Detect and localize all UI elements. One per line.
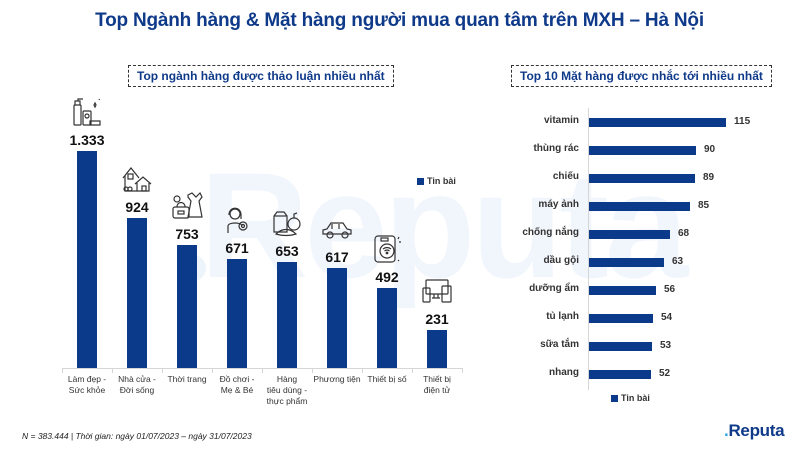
cosmetics-icon (70, 97, 104, 127)
bar (77, 151, 97, 368)
item-label: chống nắng (522, 227, 579, 238)
bar-value-label: 492 (375, 269, 399, 285)
bar (589, 370, 651, 379)
bar-value-label: 89 (703, 172, 715, 183)
axis-tick (212, 368, 213, 373)
bar (589, 230, 670, 239)
legend-swatch (611, 394, 618, 402)
logo-text: Reputa (728, 421, 785, 440)
category-label: Đồ chơi - Mẹ & Bé (219, 374, 255, 395)
item-label: tủ lạnh (546, 311, 579, 322)
bar-value-label: 85 (698, 200, 710, 211)
mother-baby-icon (220, 205, 254, 235)
bar (589, 174, 695, 183)
category-label: Phương tiện (313, 374, 361, 384)
axis-tick (362, 368, 363, 373)
bar (227, 259, 247, 368)
legend-swatch (417, 177, 424, 185)
bar (377, 288, 397, 368)
bar (589, 202, 690, 211)
bar-value-label: 53 (660, 340, 672, 351)
bar-value-label: 1.333 (69, 132, 105, 148)
footer-note: N = 383.444 | Thời gian: ngày 01/07/2023… (22, 431, 252, 441)
bar-value-label: 56 (664, 284, 676, 295)
item-label: dầu gội (543, 255, 579, 266)
legend-label: Tin bài (427, 176, 456, 186)
item-label: thùng rác (533, 143, 579, 154)
bar-value-label: 924 (125, 199, 149, 215)
groceries-icon (270, 208, 304, 238)
bar (127, 218, 147, 368)
item-label: nhang (549, 367, 579, 378)
axis-tick (462, 368, 463, 373)
bar (427, 330, 447, 368)
bar (589, 286, 656, 295)
bar-value-label: 68 (678, 228, 690, 239)
bar-value-label: 54 (661, 312, 673, 323)
axis-tick (162, 368, 163, 373)
page-title: Top Ngành hàng & Mặt hàng người mua quan… (95, 10, 704, 31)
bar-value-label: 653 (275, 243, 299, 259)
bar-value-label: 671 (225, 240, 249, 256)
axis-tick (412, 368, 413, 373)
logo-dot: . (724, 421, 729, 440)
axis-tick (312, 368, 313, 373)
bar-value-label: 90 (704, 144, 716, 155)
item-label: chiếu (552, 171, 579, 182)
bar-value-label: 231 (425, 311, 449, 327)
car-icon (320, 214, 354, 244)
category-label: Thiết bị điện tử (423, 374, 451, 395)
left-chart-heading: Top ngành hàng được thảo luận nhiều nhất (128, 65, 394, 87)
axis-tick (262, 368, 263, 373)
axis-tick (62, 368, 63, 373)
left-legend: Tin bài (417, 176, 456, 186)
right-chart-heading: Top 10 Mặt hàng được nhắc tới nhiều nhất (511, 65, 772, 87)
bar-value-label: 63 (672, 256, 684, 267)
legend-label: Tin bài (621, 393, 650, 403)
item-label: dưỡng ẩm (529, 283, 579, 294)
item-label: vitamin (543, 115, 579, 126)
item-label: sữa tắm (540, 339, 579, 350)
bar-value-label: 52 (659, 368, 671, 379)
bar (589, 258, 664, 267)
right-legend: Tin bài (611, 393, 650, 403)
y-axis (588, 108, 589, 390)
smartphone-wifi-icon (370, 234, 404, 264)
bar-value-label: 115 (734, 116, 751, 127)
bar (327, 268, 347, 368)
item-label: máy ảnh (538, 199, 579, 210)
clothing-bag-icon (170, 191, 204, 221)
bar (589, 118, 726, 127)
bar (277, 262, 297, 368)
house-icon (120, 164, 154, 194)
category-label: Thời trang (167, 374, 207, 384)
reputa-logo: .Reputa (724, 421, 785, 441)
category-label: Hàng tiêu dùng - thực phẩm (266, 374, 308, 406)
category-label: Làm đẹp - Sức khỏe (67, 374, 107, 395)
bar-value-label: 617 (325, 249, 349, 265)
electronics-devices-icon (420, 276, 454, 306)
category-label: Nhà cửa - Đời sống (118, 374, 156, 395)
bar (589, 342, 652, 351)
axis-tick (112, 368, 113, 373)
bar (589, 314, 653, 323)
bar (177, 245, 197, 368)
category-label: Thiết bị số (367, 374, 407, 384)
bar (589, 146, 696, 155)
bar-value-label: 753 (175, 226, 199, 242)
